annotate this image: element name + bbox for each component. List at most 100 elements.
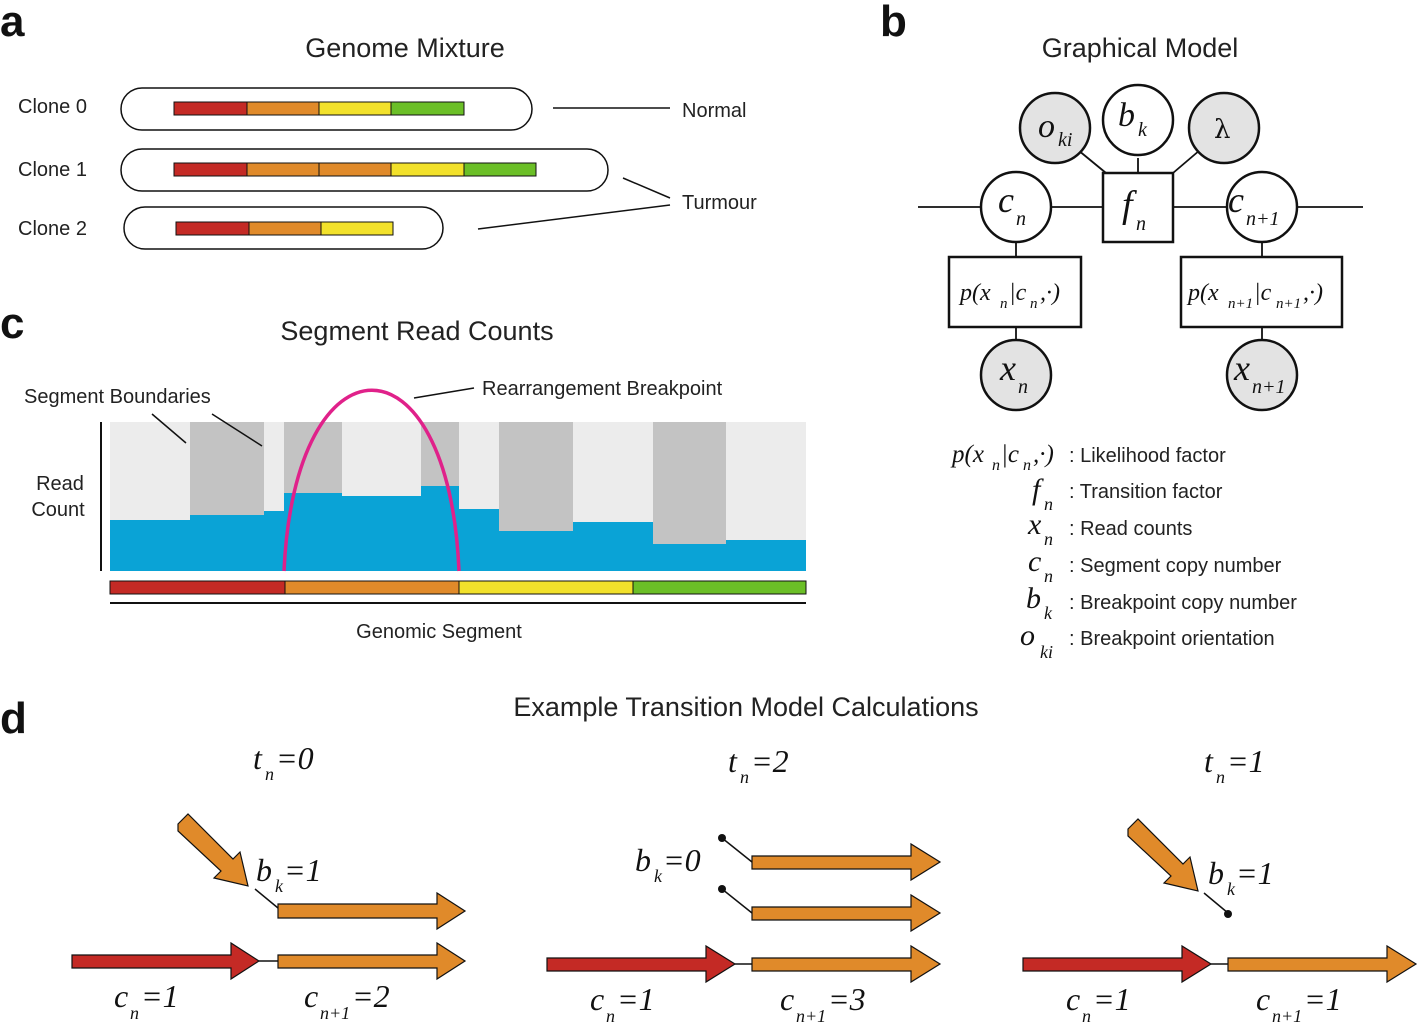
orange-segment-arrow (277, 891, 467, 931)
segment-orange (246, 101, 320, 116)
svg-text:b: b (1208, 855, 1224, 891)
legend-text-segment-copy: : Segment copy number (1069, 555, 1282, 577)
svg-text:n+1: n+1 (1228, 296, 1253, 312)
svg-text:=1: =1 (1093, 981, 1131, 1017)
svg-text:n: n (1044, 566, 1053, 586)
svg-text:b: b (1118, 97, 1135, 134)
incoming-breakpoint-arrow (1127, 818, 1199, 892)
svg-text:x: x (1233, 348, 1250, 388)
incoming-breakpoint-arrow (177, 813, 249, 887)
clone-1-segments (173, 162, 537, 177)
cn1-label: c n+1 =2 (304, 978, 390, 1023)
segment-red (109, 580, 286, 595)
cn-label: c n =1 (590, 981, 655, 1025)
legend-symbol-c-n: c n (1028, 545, 1053, 586)
red-segment-arrow (71, 941, 261, 981)
breakpoint-connector (721, 888, 753, 914)
svg-text:b: b (635, 842, 651, 878)
svg-text:=1: =1 (1304, 981, 1342, 1017)
svg-text:p(x: p(x (1186, 280, 1219, 306)
svg-text:b: b (256, 852, 272, 888)
svg-text:=0: =0 (276, 740, 314, 776)
example-t1: t n =1 b k =1 c n =1 c n+1 = (1022, 743, 1418, 1025)
example-t2: t n =2 b k =0 c n =1 c (546, 743, 942, 1025)
clone-0-segments (173, 101, 465, 116)
cn1-label: c n+1 =3 (780, 981, 866, 1025)
svg-text:c: c (304, 978, 318, 1014)
segment-yellow (320, 221, 394, 236)
red-segment-arrow (546, 944, 737, 984)
boundary-callout-line-2 (211, 413, 263, 447)
graph-edges (918, 149, 1363, 340)
svg-text:c: c (1256, 981, 1270, 1017)
breakpoint-connector (721, 837, 753, 863)
panel-b-title: Graphical Model (1042, 33, 1239, 63)
orange-segment-arrow (751, 944, 942, 984)
breakpoint-arc (282, 388, 461, 572)
svg-text:k: k (654, 866, 663, 886)
clone-2-label: Clone 2 (18, 218, 87, 240)
segment-boundaries-label: Segment Boundaries (24, 386, 211, 408)
svg-text:n+1: n+1 (1252, 376, 1286, 398)
svg-text:n: n (1216, 767, 1225, 787)
svg-text:n+1: n+1 (1246, 208, 1280, 230)
panel-a-title: Genome Mixture (305, 33, 505, 63)
panel-letter-a: a (0, 0, 25, 46)
svg-text:=2: =2 (751, 743, 789, 779)
legend-text-breakpoint-copy: : Breakpoint copy number (1069, 592, 1297, 614)
svg-text:c: c (1028, 545, 1041, 578)
svg-text:c: c (114, 978, 128, 1014)
node-c-n-plus-1: c n+1 (1225, 170, 1299, 244)
t-label: t n =2 (728, 743, 789, 787)
svg-text:c: c (1228, 180, 1244, 220)
legend-symbol-o-ki: o ki (1020, 619, 1053, 662)
node-x-n-plus-1: x n+1 (1225, 338, 1299, 412)
segment-yellow (318, 101, 392, 116)
node-b-k: b k (1101, 83, 1175, 157)
segment-yellow (458, 580, 634, 595)
segment-yellow (390, 162, 465, 177)
svg-text:n: n (1044, 494, 1053, 514)
legend-symbol-x-n: x n (1027, 508, 1053, 549)
svg-text:λ: λ (1214, 115, 1230, 145)
svg-text:n: n (992, 457, 1000, 474)
panel-d-title: Example Transition Model Calculations (513, 692, 978, 722)
svg-text:n: n (606, 1006, 615, 1025)
svg-text:c: c (780, 981, 794, 1017)
svg-text:k: k (1227, 879, 1236, 899)
svg-text:n: n (1023, 457, 1031, 474)
panel-a: a Genome Mixture Clone 0 Clone 1 Clone 2 (0, 0, 757, 250)
clone-2-segments (175, 221, 394, 236)
orange-segment-arrow (1227, 944, 1418, 984)
svg-text:t: t (253, 740, 263, 776)
breakpoint-connector (1203, 892, 1229, 914)
breakpoint-end-dot (1224, 910, 1232, 918)
legend-text-likelihood: : Likelihood factor (1069, 445, 1226, 467)
factor-f-n: f n (1101, 171, 1175, 244)
segment-orange (318, 162, 392, 177)
svg-text:=1: =1 (1236, 855, 1274, 891)
clone-1-label: Clone 1 (18, 159, 87, 181)
segment-red (173, 101, 248, 116)
svg-text:t: t (728, 743, 738, 779)
segment-orange (284, 580, 460, 595)
likelihood-factor-n-plus-1: p(x n+1 |c n+1 ,·) (1179, 255, 1344, 329)
svg-text:c: c (1066, 981, 1080, 1017)
segment-green (463, 162, 537, 177)
svg-text:=1: =1 (284, 852, 322, 888)
example-t0: t n =0 b k =1 c n =1 c (71, 740, 467, 1023)
svg-text:c: c (590, 981, 604, 1017)
segment-green (390, 101, 465, 116)
t-label: t n =1 (1204, 743, 1265, 787)
likelihood-factor-n: p(x n |c n ,·) (947, 255, 1083, 329)
svg-text:n: n (1044, 529, 1053, 549)
svg-text:n: n (1016, 208, 1026, 230)
cn1-label: c n+1 =1 (1256, 981, 1342, 1025)
svg-text:=1: =1 (141, 978, 179, 1014)
node-c-n: c n (979, 170, 1053, 244)
svg-text:n+1: n+1 (320, 1003, 350, 1023)
ylabel-count: Count (31, 499, 85, 521)
legend-text-transition: : Transition factor (1069, 481, 1223, 503)
red-segment-arrow (1022, 944, 1213, 984)
t-label: t n =0 (253, 740, 314, 784)
